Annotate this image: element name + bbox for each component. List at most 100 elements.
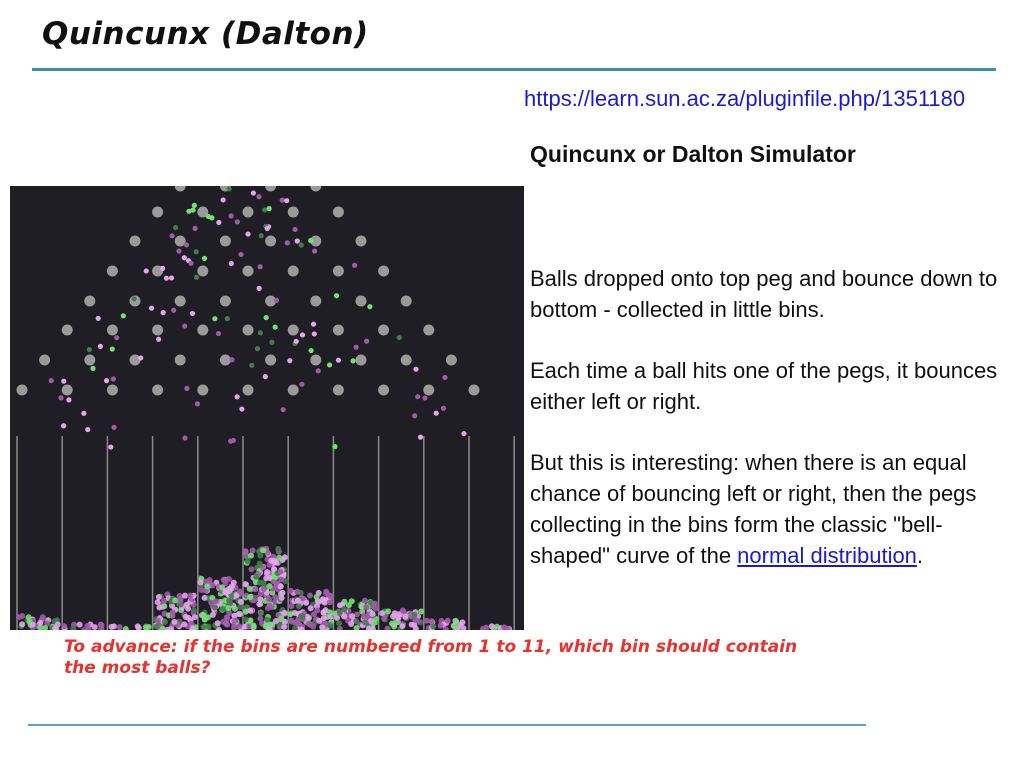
peg <box>242 324 254 336</box>
collected-ball <box>142 624 149 630</box>
falling-ball <box>111 424 117 430</box>
falling-ball <box>66 397 72 403</box>
falling-ball <box>269 339 275 345</box>
falling-ball <box>364 338 370 344</box>
falling-ball <box>250 190 256 196</box>
collected-ball <box>271 599 278 606</box>
falling-ball <box>186 208 192 214</box>
collected-ball <box>252 586 259 593</box>
collected-ball <box>37 624 44 630</box>
collected-ball <box>272 594 279 601</box>
falling-ball <box>350 358 356 364</box>
collected-ball <box>348 598 355 605</box>
falling-ball <box>110 376 116 382</box>
peg <box>265 235 277 247</box>
collected-ball <box>110 623 117 630</box>
falling-ball <box>97 343 104 350</box>
collected-ball <box>247 552 254 559</box>
peg <box>265 354 277 366</box>
falling-ball <box>182 435 188 441</box>
falling-ball <box>212 316 218 322</box>
falling-ball <box>194 401 201 407</box>
falling-ball <box>228 260 234 267</box>
falling-ball <box>279 197 285 203</box>
falling-ball <box>284 240 290 246</box>
collected-ball <box>231 612 238 619</box>
falling-ball <box>239 406 245 412</box>
collected-ball <box>372 605 379 612</box>
peg <box>152 384 164 396</box>
peg <box>265 186 277 192</box>
falling-ball <box>172 225 179 231</box>
collected-ball <box>219 584 226 591</box>
collected-ball <box>276 554 283 561</box>
title-divider <box>32 68 996 71</box>
collected-ball <box>209 595 216 602</box>
collected-ball <box>231 605 238 612</box>
peg <box>310 354 322 366</box>
collected-ball <box>313 593 320 600</box>
peg <box>152 324 164 336</box>
collected-ball <box>190 607 197 614</box>
collected-ball <box>367 617 374 624</box>
collected-ball <box>257 596 264 603</box>
collected-ball <box>266 583 273 590</box>
falling-ball <box>234 219 240 225</box>
falling-ball <box>171 307 177 313</box>
falling-ball <box>120 313 126 319</box>
falling-ball <box>256 285 262 291</box>
collected-ball <box>349 613 356 620</box>
collected-ball <box>134 623 141 630</box>
falling-ball <box>103 378 110 384</box>
collected-ball <box>381 615 388 622</box>
falling-ball <box>238 251 244 258</box>
peg <box>197 265 209 277</box>
collected-ball <box>197 579 204 586</box>
peg <box>468 384 480 396</box>
collected-ball <box>246 585 253 592</box>
peg-grid <box>16 186 480 396</box>
collected-ball <box>295 603 302 610</box>
collected-ball <box>390 613 397 620</box>
falling-ball <box>422 395 428 401</box>
collected-ball <box>161 597 168 604</box>
falling-ball <box>228 213 234 219</box>
falling-ball <box>188 260 194 266</box>
falling-ball <box>332 444 338 450</box>
collected-ball <box>44 620 51 627</box>
collected-ball <box>182 592 189 599</box>
falling-ball <box>258 233 264 239</box>
peg <box>174 295 186 307</box>
collected-ball <box>444 617 451 624</box>
collected-ball <box>244 558 251 565</box>
peg <box>197 384 209 396</box>
falling-ball <box>234 394 240 400</box>
peg <box>378 324 390 336</box>
collected-ball <box>154 617 161 624</box>
collected-ball <box>277 583 284 590</box>
source-link[interactable]: https://learn.sun.ac.za/pluginfile.php/1… <box>524 86 966 111</box>
peg <box>287 265 299 277</box>
normal-distribution-link[interactable]: normal distribution <box>737 543 917 568</box>
falling-ball <box>155 336 162 342</box>
falling-ball <box>335 357 342 363</box>
falling-ball <box>272 324 278 330</box>
collected-ball <box>451 623 458 630</box>
collected-ball <box>412 616 419 623</box>
falling-ball <box>263 314 269 321</box>
collected-ball <box>430 623 437 630</box>
peg <box>242 265 254 277</box>
collected-ball <box>266 574 273 581</box>
collected-ball <box>418 608 425 615</box>
collected-ball <box>171 618 178 625</box>
falling-ball <box>163 275 169 281</box>
collected-ball <box>256 601 263 608</box>
falling-ball <box>228 438 234 444</box>
collected-ball <box>187 592 194 599</box>
collected-ball <box>230 579 237 586</box>
peg <box>332 206 344 218</box>
collected-ball <box>423 617 430 624</box>
bin-dividers <box>16 436 515 630</box>
description: Balls dropped onto top peg and bounce do… <box>530 263 1010 601</box>
falling-ball <box>169 233 175 239</box>
